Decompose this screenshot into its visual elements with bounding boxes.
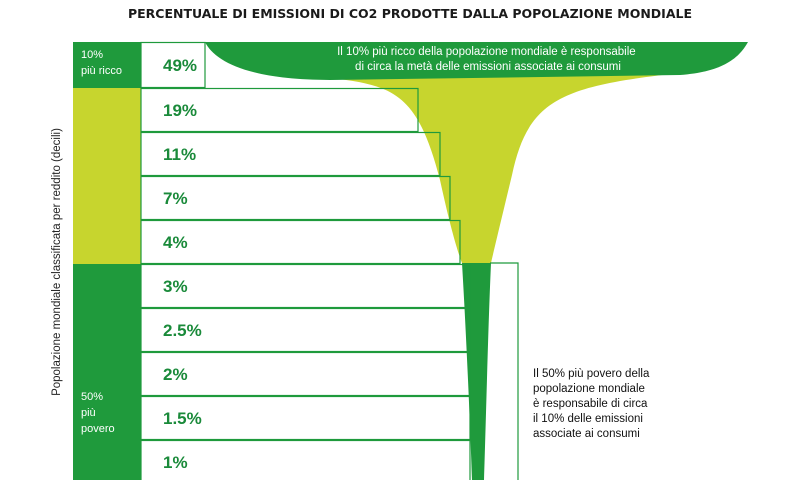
decile-value-label: 19% bbox=[163, 101, 197, 120]
poorest-bracket bbox=[490, 262, 519, 480]
decile-row-frame bbox=[140, 219, 461, 265]
richest-annotation: Il 10% più ricco della popolazione mondi… bbox=[337, 46, 639, 73]
chart-title: PERCENTUALE DI EMISSIONI DI CO2 PRODOTTE… bbox=[128, 6, 692, 21]
poorest-group-label: 50% più povero bbox=[81, 391, 115, 435]
decile-row-frame bbox=[140, 263, 471, 309]
decile-row-frame bbox=[140, 87, 419, 133]
decile-row-frame bbox=[140, 175, 451, 221]
decile-value-label: 1.5% bbox=[163, 409, 202, 428]
decile-value-label: 2% bbox=[163, 365, 188, 384]
richest-annotation-line: di circa la metà delle emissioni associa… bbox=[355, 61, 621, 73]
funnel-middle-layer bbox=[330, 73, 680, 263]
decile-row-frame bbox=[140, 351, 471, 397]
poorest-label-line: povero bbox=[81, 423, 115, 435]
decile-swatch bbox=[73, 220, 141, 264]
decile-row-frame bbox=[140, 131, 441, 177]
decile-swatch bbox=[73, 440, 141, 480]
decile-swatch bbox=[73, 176, 141, 220]
richest-annotation-line: Il 10% più ricco della popolazione mondi… bbox=[337, 46, 636, 58]
poorest-annotation-line: è responsabile di circa bbox=[533, 398, 648, 410]
decile-value-label: 2.5% bbox=[163, 321, 202, 340]
richest-label-line: 10% bbox=[81, 49, 103, 61]
decile-swatch bbox=[73, 396, 141, 440]
decile-value-label: 11% bbox=[163, 145, 196, 164]
poorest-annotation-line: associate ai consumi bbox=[533, 428, 640, 440]
decile-row-frame bbox=[140, 41, 206, 89]
poorest-annotation-line: Il 50% più povero della bbox=[533, 368, 650, 380]
decile-swatch bbox=[73, 88, 141, 132]
decile-swatch bbox=[73, 132, 141, 176]
poorest-label-line: più bbox=[81, 407, 96, 419]
decile-value-label: 7% bbox=[163, 189, 188, 208]
poorest-annotation-line: il 10% delle emissioni bbox=[533, 413, 643, 425]
y-axis-label: Popolazione mondiale classificata per re… bbox=[51, 128, 63, 396]
funnel-stem bbox=[462, 263, 491, 480]
decile-row-frame bbox=[140, 395, 471, 441]
richest-group-label: 10% più ricco bbox=[81, 49, 122, 77]
decile-value-label: 3% bbox=[163, 277, 188, 296]
poorest-label-line: 50% bbox=[81, 391, 103, 403]
decile-value-label: 49% bbox=[163, 56, 197, 75]
funnel-top-bowl bbox=[205, 42, 748, 80]
decile-swatch bbox=[73, 42, 141, 88]
emissions-funnel bbox=[205, 42, 748, 480]
decile-row-frame bbox=[140, 439, 471, 480]
decile-swatch bbox=[73, 308, 141, 352]
decile-value-label: 4% bbox=[163, 233, 188, 252]
decile-swatch bbox=[73, 264, 141, 308]
richest-label-line: più ricco bbox=[81, 65, 122, 77]
decile-swatch bbox=[73, 352, 141, 396]
decile-row-frame bbox=[140, 307, 471, 353]
decile-value-label: 1% bbox=[163, 453, 188, 472]
decile-rows: 49% 19% 11% 7% 4% 3% 2.5% 2% 1.5% 1% bbox=[73, 41, 471, 480]
poorest-annotation-line: popolazione mondiale bbox=[533, 383, 645, 395]
poorest-annotation: Il 50% più povero della popolazione mond… bbox=[533, 368, 653, 440]
